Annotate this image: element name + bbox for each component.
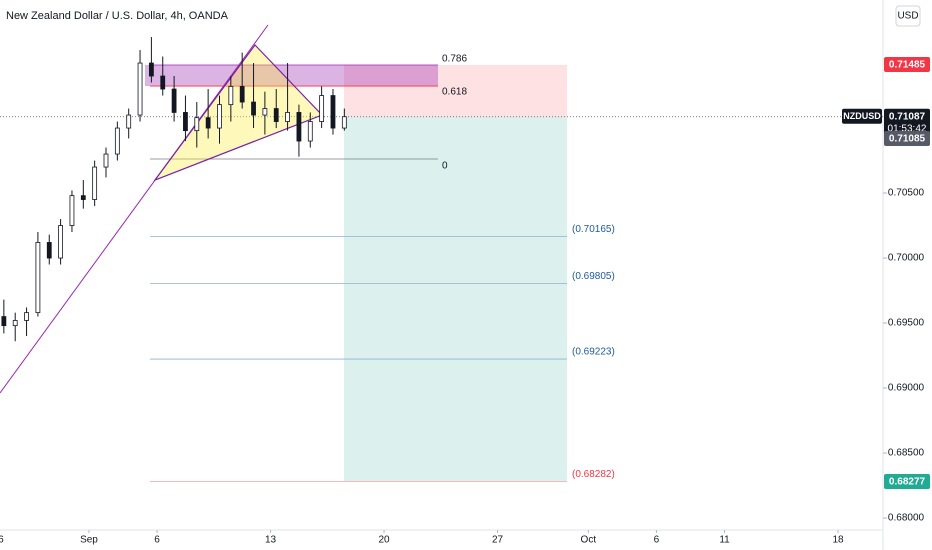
symbol-box [842, 108, 882, 124]
candle-body [217, 104, 222, 129]
y-tick-label: 0.68000 [888, 513, 925, 524]
target-label: (0.69223) [572, 347, 615, 358]
x-tick-label: 26 [0, 535, 4, 546]
candle-body [273, 108, 279, 122]
x-tick-label: 18 [832, 535, 844, 546]
candle-body [1, 316, 7, 327]
countdown: 01:53:42 [888, 123, 927, 134]
candle-body [160, 75, 166, 90]
candle-body [262, 108, 268, 116]
candle-body [307, 121, 313, 142]
candle-body [341, 116, 347, 129]
x-tick-label: 20 [378, 535, 390, 546]
candle-body [92, 166, 98, 200]
y-tick-label: 0.69500 [888, 318, 925, 329]
x-tick-label: 13 [265, 535, 277, 546]
candle-body [296, 112, 302, 142]
candle-body [239, 86, 245, 103]
candle-body [319, 95, 325, 122]
fib-label: 0 [442, 161, 448, 172]
price-label: 0.71087 [889, 111, 926, 122]
price-label-box [884, 130, 930, 146]
price-label: 0.71085 [889, 134, 926, 145]
fib-label: 0.618 [442, 87, 467, 98]
price-label-box [884, 56, 930, 72]
candle-body [12, 320, 18, 327]
candle-body [103, 153, 109, 168]
x-tick-label: 27 [492, 535, 504, 546]
candle-body [114, 127, 120, 155]
candle-body [126, 114, 132, 129]
x-tick-label: 6 [654, 535, 660, 546]
x-tick-label: 11 [719, 535, 730, 546]
target-label: (0.68282) [572, 469, 615, 480]
candle-body [183, 112, 188, 132]
candle-body [205, 117, 211, 129]
x-tick-label: Sep [80, 535, 98, 546]
fib-zone [145, 64, 438, 87]
price-label: 0.68277 [889, 477, 926, 488]
y-tick-label: 0.70000 [888, 253, 925, 264]
currency-button[interactable] [895, 5, 921, 27]
candle-body [285, 112, 290, 122]
symbol-label: NZDUSD [843, 111, 881, 121]
y-tick-label: 0.69000 [888, 383, 925, 394]
trend-line [0, 24, 269, 394]
candle-body [228, 86, 234, 106]
candle-body [330, 95, 336, 129]
chart-title: New Zealand Dollar / U.S. Dollar, 4h, OA… [6, 10, 229, 22]
y-tick-label: 0.70500 [888, 188, 925, 199]
target-label: (0.70165) [572, 224, 615, 235]
candle-body [171, 88, 177, 113]
x-tick-label: Oct [581, 535, 597, 546]
x-tick-label: 6 [154, 535, 160, 546]
currency-label[interactable]: USD [897, 11, 918, 22]
candle-body [46, 242, 52, 259]
price-label: 0.71485 [889, 60, 926, 71]
candle-body [58, 225, 64, 259]
candle-body [137, 62, 143, 116]
candle-body [148, 62, 154, 77]
fib-label: 0.786 [442, 54, 467, 65]
candle-body [80, 195, 86, 200]
stop-zone [344, 64, 567, 117]
candle-body [194, 117, 200, 132]
price-label-box [884, 474, 930, 490]
candle-body [69, 195, 75, 226]
target-zone [344, 116, 567, 482]
target-label: (0.69805) [572, 271, 615, 282]
candle-body [35, 242, 41, 314]
candle-body [251, 101, 256, 116]
candle-body [24, 312, 29, 321]
y-tick-label: 0.68500 [888, 448, 925, 459]
